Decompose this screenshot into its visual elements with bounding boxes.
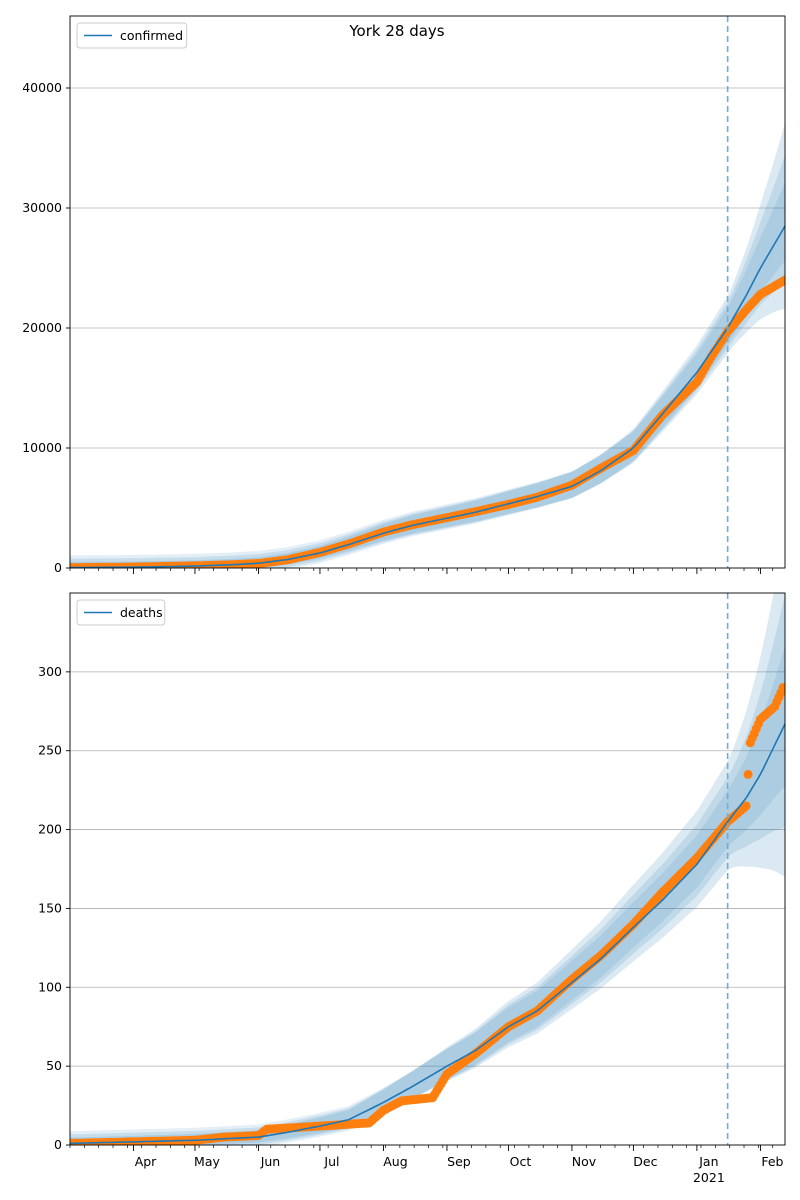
observed-point xyxy=(743,769,753,779)
confirmed-chart-panel: 0 10000 20000 30000 40000 confirmed xyxy=(22,15,786,575)
y-tick-label: 200 xyxy=(38,822,62,837)
uncertainty-bands xyxy=(70,593,785,1145)
y-tick-label: 250 xyxy=(38,743,62,758)
model-line xyxy=(70,225,785,568)
plot-frame xyxy=(69,15,786,569)
x-tick-label: Aug xyxy=(383,1154,407,1169)
y-tick-label: 30000 xyxy=(22,200,62,215)
observed-point xyxy=(780,275,785,285)
legend: deaths xyxy=(76,599,166,626)
legend-label: deaths xyxy=(120,605,163,620)
legend-box xyxy=(76,22,188,49)
legend-label: confirmed xyxy=(120,28,183,43)
y-tick-label: 100 xyxy=(38,979,62,994)
y-tick-label: 40000 xyxy=(22,80,62,95)
y-tick-label: 150 xyxy=(38,900,62,915)
y-tick-label: 10000 xyxy=(22,440,62,455)
observed-point xyxy=(741,801,751,811)
x-tick-label: Sep xyxy=(447,1154,471,1169)
y-tick-label: 50 xyxy=(46,1058,62,1073)
observed-point xyxy=(780,683,785,693)
uncertainty-band xyxy=(70,122,785,568)
uncertainty-bands xyxy=(70,122,785,568)
legend: confirmed xyxy=(76,22,188,49)
x-tick-label: Nov xyxy=(572,1154,597,1169)
y-tick-label: 0 xyxy=(54,1137,62,1152)
x-year-label: 2021 xyxy=(693,1170,725,1185)
uncertainty-band xyxy=(70,182,785,568)
legend-box xyxy=(76,599,166,626)
uncertainty-band xyxy=(70,593,785,1145)
uncertainty-band xyxy=(70,646,785,1145)
model-line xyxy=(70,723,785,1145)
x-tick-label: Dec xyxy=(633,1154,657,1169)
plot-frame xyxy=(69,592,786,1146)
x-tick-label: Oct xyxy=(510,1154,532,1169)
x-tick-label: Jul xyxy=(323,1154,339,1169)
x-tick-label: Feb xyxy=(761,1154,783,1169)
deaths-chart-panel: 0 50 100 150 200 250 300 Apr May Jun Jul Aug Sep Oct N… xyxy=(38,592,786,1185)
x-tick-label: Jan xyxy=(698,1154,718,1169)
x-tick-label: May xyxy=(194,1154,220,1169)
y-tick-label: 20000 xyxy=(22,320,62,335)
x-tick-label: Jun xyxy=(260,1154,281,1169)
y-tick-label: 300 xyxy=(38,664,62,679)
x-tick-label: Apr xyxy=(135,1154,157,1169)
figure-title: York 28 days xyxy=(348,22,444,40)
y-tick-label: 0 xyxy=(54,560,62,575)
